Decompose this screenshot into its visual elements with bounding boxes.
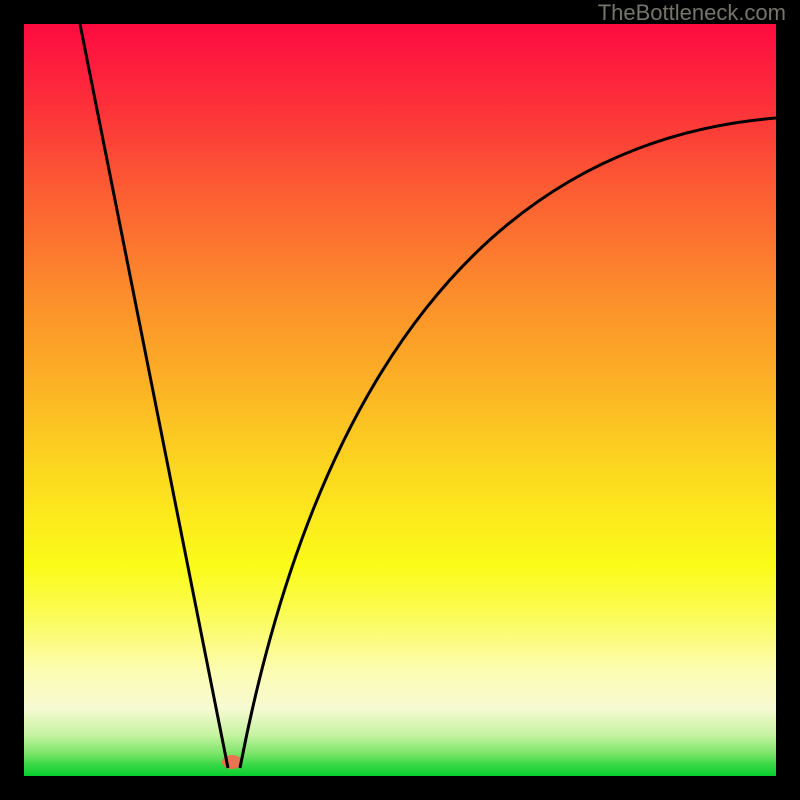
watermark-text: TheBottleneck.com	[598, 0, 786, 26]
chart-container: TheBottleneck.com	[0, 0, 800, 800]
curve-left-branch	[80, 24, 228, 768]
plot-area	[24, 24, 776, 776]
curve-svg	[24, 24, 776, 776]
curve-right-branch	[240, 118, 776, 768]
